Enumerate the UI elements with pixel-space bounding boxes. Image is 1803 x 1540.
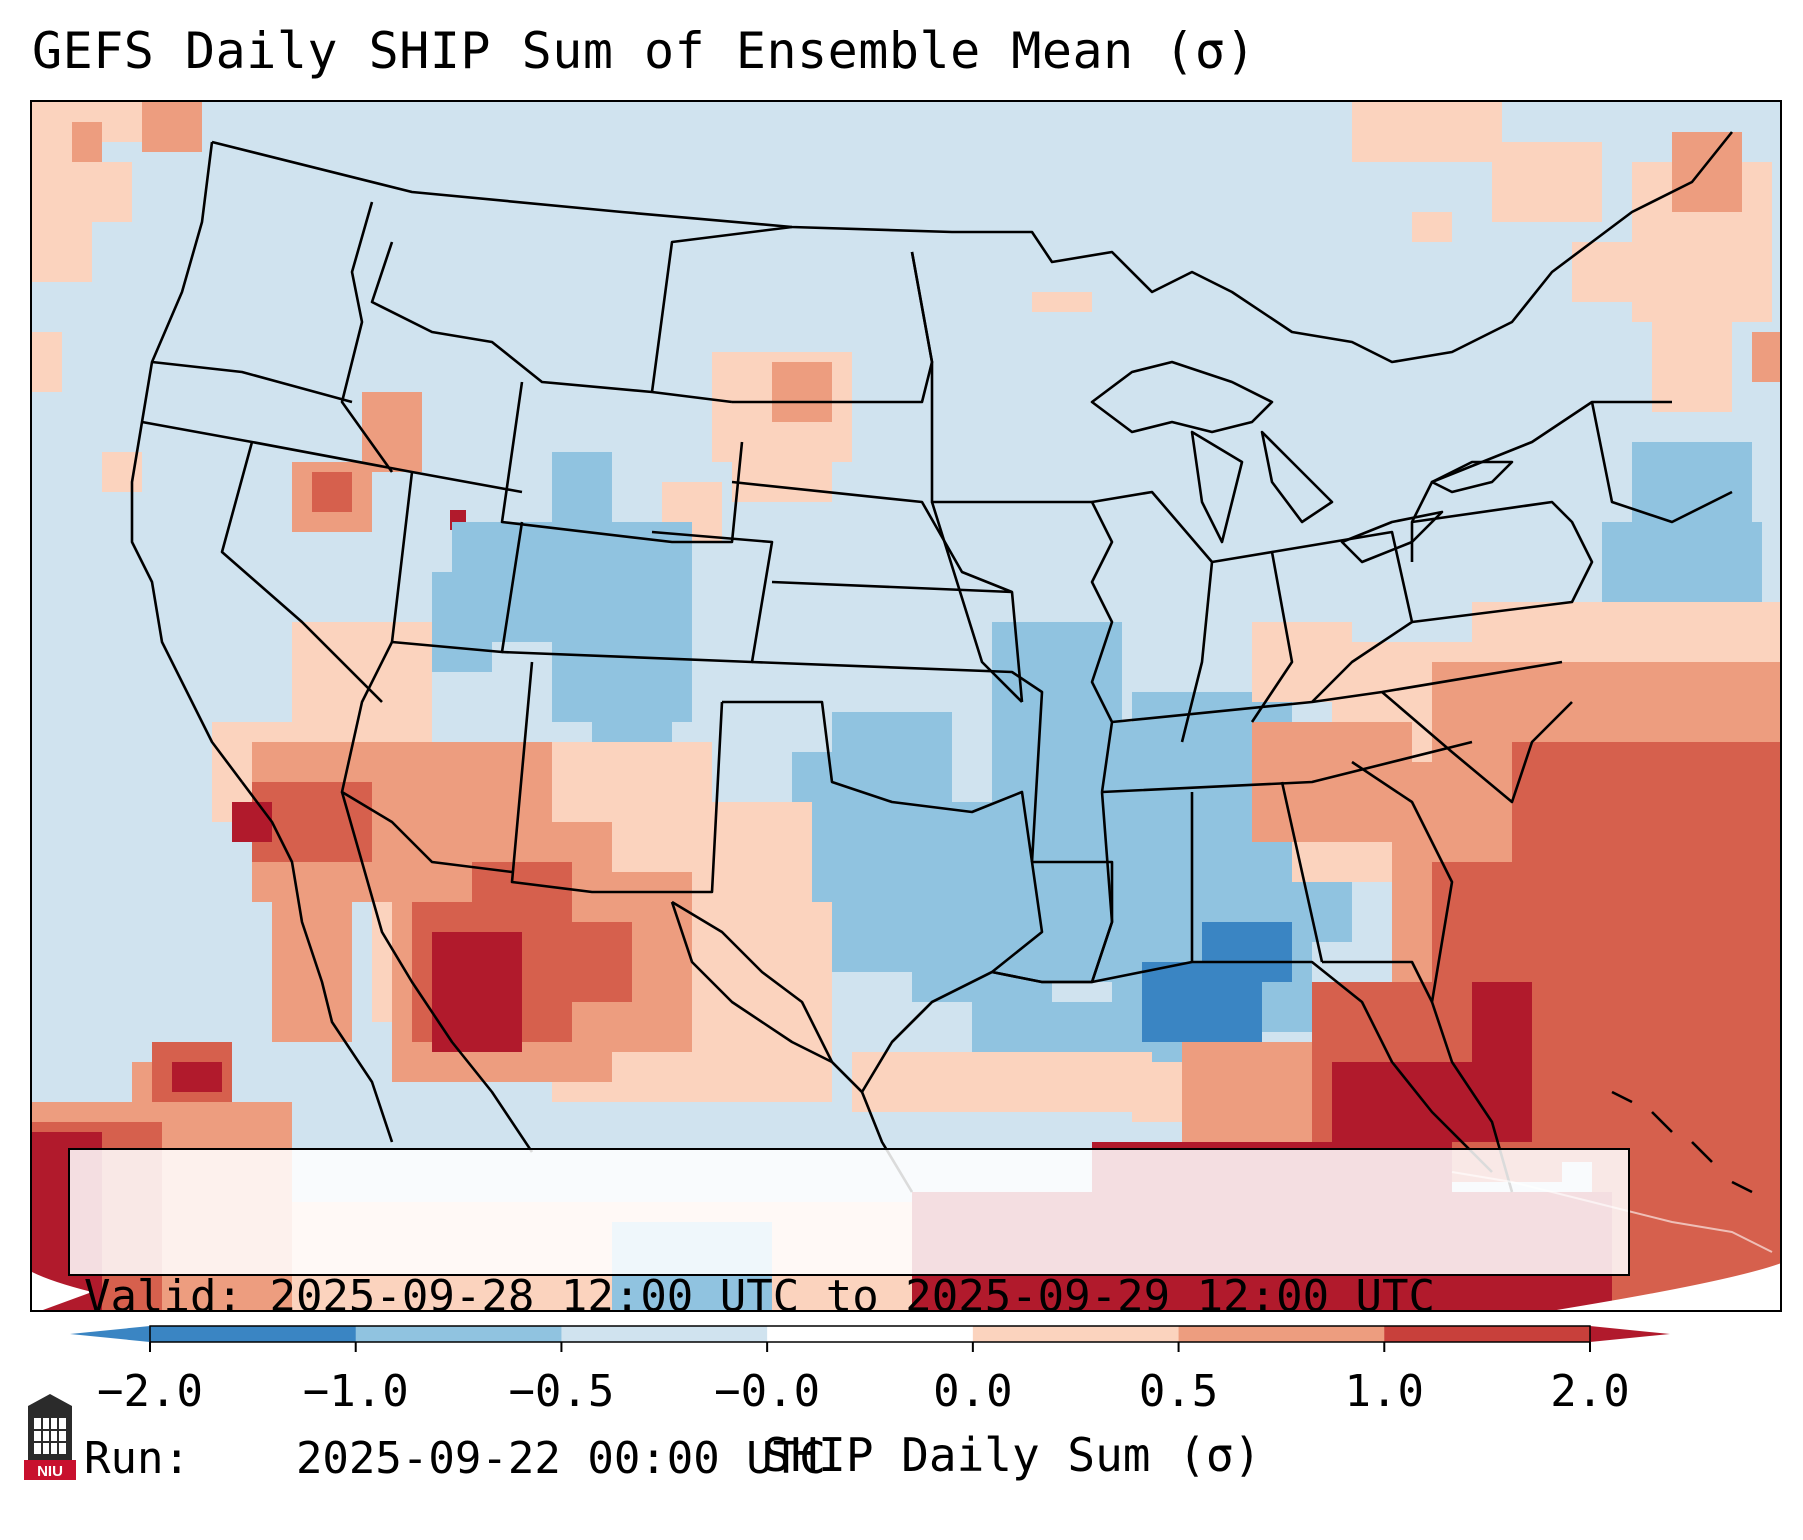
map-title: GEFS Daily SHIP Sum of Ensemble Mean (σ)	[32, 22, 1257, 80]
projection-corner-right	[1556, 1263, 1780, 1310]
anomaly-gulf-dark-blue	[1142, 922, 1292, 1042]
colorbar-tick-label: −0.0	[714, 1366, 821, 1417]
colorbar-high-extend	[1590, 1326, 1670, 1342]
colorbar-bin-4	[972, 1326, 1180, 1342]
colorbar-tick-label: 2.0	[1550, 1366, 1630, 1417]
anomaly-dakotas-red	[772, 362, 832, 422]
anomaly-northeast-red	[1672, 132, 1780, 382]
anomaly-west-edge-red	[72, 102, 202, 162]
anomaly-mexico-darkest	[232, 802, 522, 1052]
colorbar-tick-label: −0.5	[508, 1366, 615, 1417]
colorbar-tick-label: 1.0	[1344, 1366, 1425, 1417]
valid-label: Valid:	[84, 1271, 243, 1322]
colorbar-label: SHIP Daily Sum (σ)	[762, 1428, 1262, 1482]
run-value: 2025-09-22 00:00 UTC	[295, 1433, 826, 1484]
colorbar-bin-2	[561, 1326, 768, 1342]
colorbar-bins	[150, 1326, 1591, 1342]
colorbar-bin-6	[1384, 1326, 1591, 1342]
colorbar-outline	[149, 1325, 1591, 1343]
colorbar-tick-marks	[149, 1342, 1591, 1352]
colorbar-tick-label: 0.5	[1138, 1366, 1219, 1417]
anomaly-northeast	[1032, 102, 1772, 412]
anomaly-map	[32, 102, 1780, 1310]
projection-corner-left	[32, 1272, 92, 1310]
colorbar-bin-3	[767, 1326, 974, 1342]
colorbar-tick-label: −2.0	[97, 1366, 203, 1417]
colorbar-tick-label: −1.0	[302, 1366, 409, 1417]
valid-run-info-box: Valid: 2025-09-28 12:00 UTC to 2025-09-2…	[68, 1148, 1630, 1484]
run-label: Run:	[84, 1433, 190, 1484]
map-panel	[30, 100, 1782, 1312]
valid-line: Valid: 2025-09-28 12:00 UTC to 2025-09-2…	[84, 1270, 1614, 1324]
niu-logo: NIU	[24, 1394, 76, 1480]
colorbar-bin-1	[355, 1326, 562, 1342]
run-line: Run: 2025-09-22 00:00 UTC	[84, 1432, 1614, 1486]
boundaries	[130, 131, 1773, 1253]
colorbar-tick-label: 0.0	[933, 1366, 1013, 1417]
colorbar-bin-5	[1178, 1326, 1385, 1342]
valid-value: 2025-09-28 12:00 UTC to 2025-09-29 12:00…	[269, 1271, 1436, 1322]
colorbar-bin-0	[150, 1326, 357, 1342]
colorbar-low-extend	[70, 1326, 150, 1342]
logo-text: NIU	[37, 1463, 63, 1480]
anomaly-idaho-red	[312, 472, 352, 512]
logo-badge	[24, 1460, 76, 1480]
colorbar	[70, 1325, 1670, 1352]
